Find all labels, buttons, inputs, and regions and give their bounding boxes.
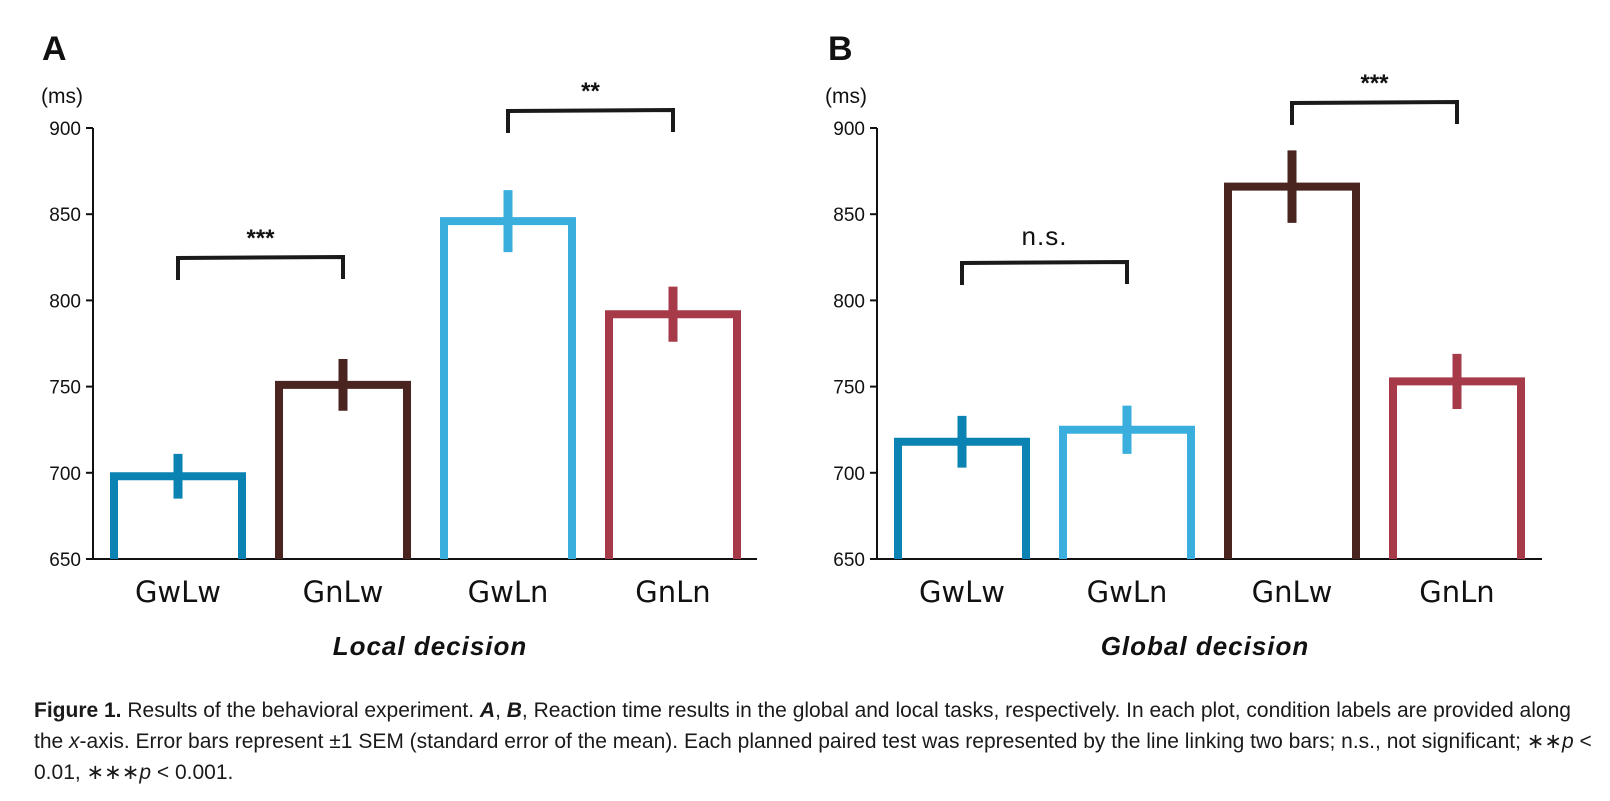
- caption-stars-3: ∗∗∗: [86, 761, 140, 784]
- y-tick-label: 800: [833, 291, 865, 312]
- x-category-label: GwLn: [468, 575, 549, 609]
- caption-comma: ,: [495, 699, 507, 722]
- x-category-label: GnLw: [1252, 575, 1333, 609]
- caption-threshold-2: < 0.001.: [151, 761, 234, 784]
- caption-text-2: , Reaction time results in the global an…: [34, 699, 1571, 753]
- x-axis-title: Global decision: [1101, 631, 1310, 661]
- bar-GnLw: [1224, 182, 1360, 559]
- bar-GnLw: [275, 380, 411, 559]
- caption-p-2: p: [139, 761, 152, 784]
- significance-bracket: [506, 107, 675, 133]
- y-tick-label: 700: [833, 464, 865, 485]
- significance-bracket: [176, 254, 345, 280]
- panel-letter: B: [828, 30, 853, 68]
- y-tick-label: 800: [49, 291, 81, 312]
- caption-panel-a: A: [479, 699, 496, 722]
- x-axis-title: Local decision: [333, 631, 528, 661]
- significance-label: ***: [1360, 70, 1389, 97]
- x-category-label: GnLw: [303, 575, 384, 609]
- significance-label: n.s.: [1022, 221, 1068, 251]
- bar-GwLn: [440, 217, 576, 559]
- panel-b-chart: B (ms) 900 850 800 750 700 650 GwLw GwLn GnLw GnLn n…: [825, 30, 1542, 661]
- figure-caption: Figure 1. Results of the behavioral expe…: [34, 695, 1594, 788]
- y-tick-label: 850: [833, 205, 865, 226]
- x-category-label: GwLw: [135, 575, 221, 609]
- y-tick-label: 750: [833, 378, 865, 399]
- y-tick-label: 750: [49, 378, 81, 399]
- y-tick-label: 650: [49, 550, 81, 571]
- x-category-label: GwLw: [919, 575, 1005, 609]
- caption-x-italic: x: [69, 730, 80, 753]
- x-category-label: GnLn: [635, 575, 710, 609]
- significance-bracket: [1290, 99, 1459, 125]
- y-unit-label: (ms): [825, 85, 867, 108]
- caption-threshold-1: < 0.01,: [34, 730, 1592, 784]
- caption-stars-2: ∗∗: [1526, 730, 1562, 753]
- y-unit-label: (ms): [41, 85, 83, 108]
- bar-GnLn: [605, 310, 741, 559]
- x-category-label: GwLn: [1087, 575, 1168, 609]
- significance-label: ***: [246, 225, 275, 252]
- panel-letter: A: [42, 30, 67, 68]
- caption-text-1: Results of the behavioral experiment.: [121, 699, 480, 722]
- y-tick-label: 900: [49, 119, 81, 140]
- x-category-label: GnLn: [1419, 575, 1494, 609]
- y-tick-label: 850: [49, 205, 81, 226]
- significance-bracket: [960, 259, 1129, 285]
- caption-text-3: -axis. Error bars represent ±1 SEM (stan…: [79, 730, 1527, 753]
- panel-a-chart: A (ms) 900 850 800 750 700 650 GwLw GnLw GwLn GnLn *…: [41, 30, 757, 661]
- significance-label: **: [581, 78, 600, 105]
- caption-panel-b: B: [506, 699, 522, 722]
- figure: A (ms) 900 850 800 750 700 650 GwLw GnLw GwLn GnLn *…: [41, 30, 1542, 661]
- caption-p-1: p: [1561, 730, 1574, 753]
- y-tick-label: 900: [833, 119, 865, 140]
- y-tick-label: 700: [49, 464, 81, 485]
- y-tick-label: 650: [833, 550, 865, 571]
- caption-figure-number: Figure 1.: [34, 699, 122, 722]
